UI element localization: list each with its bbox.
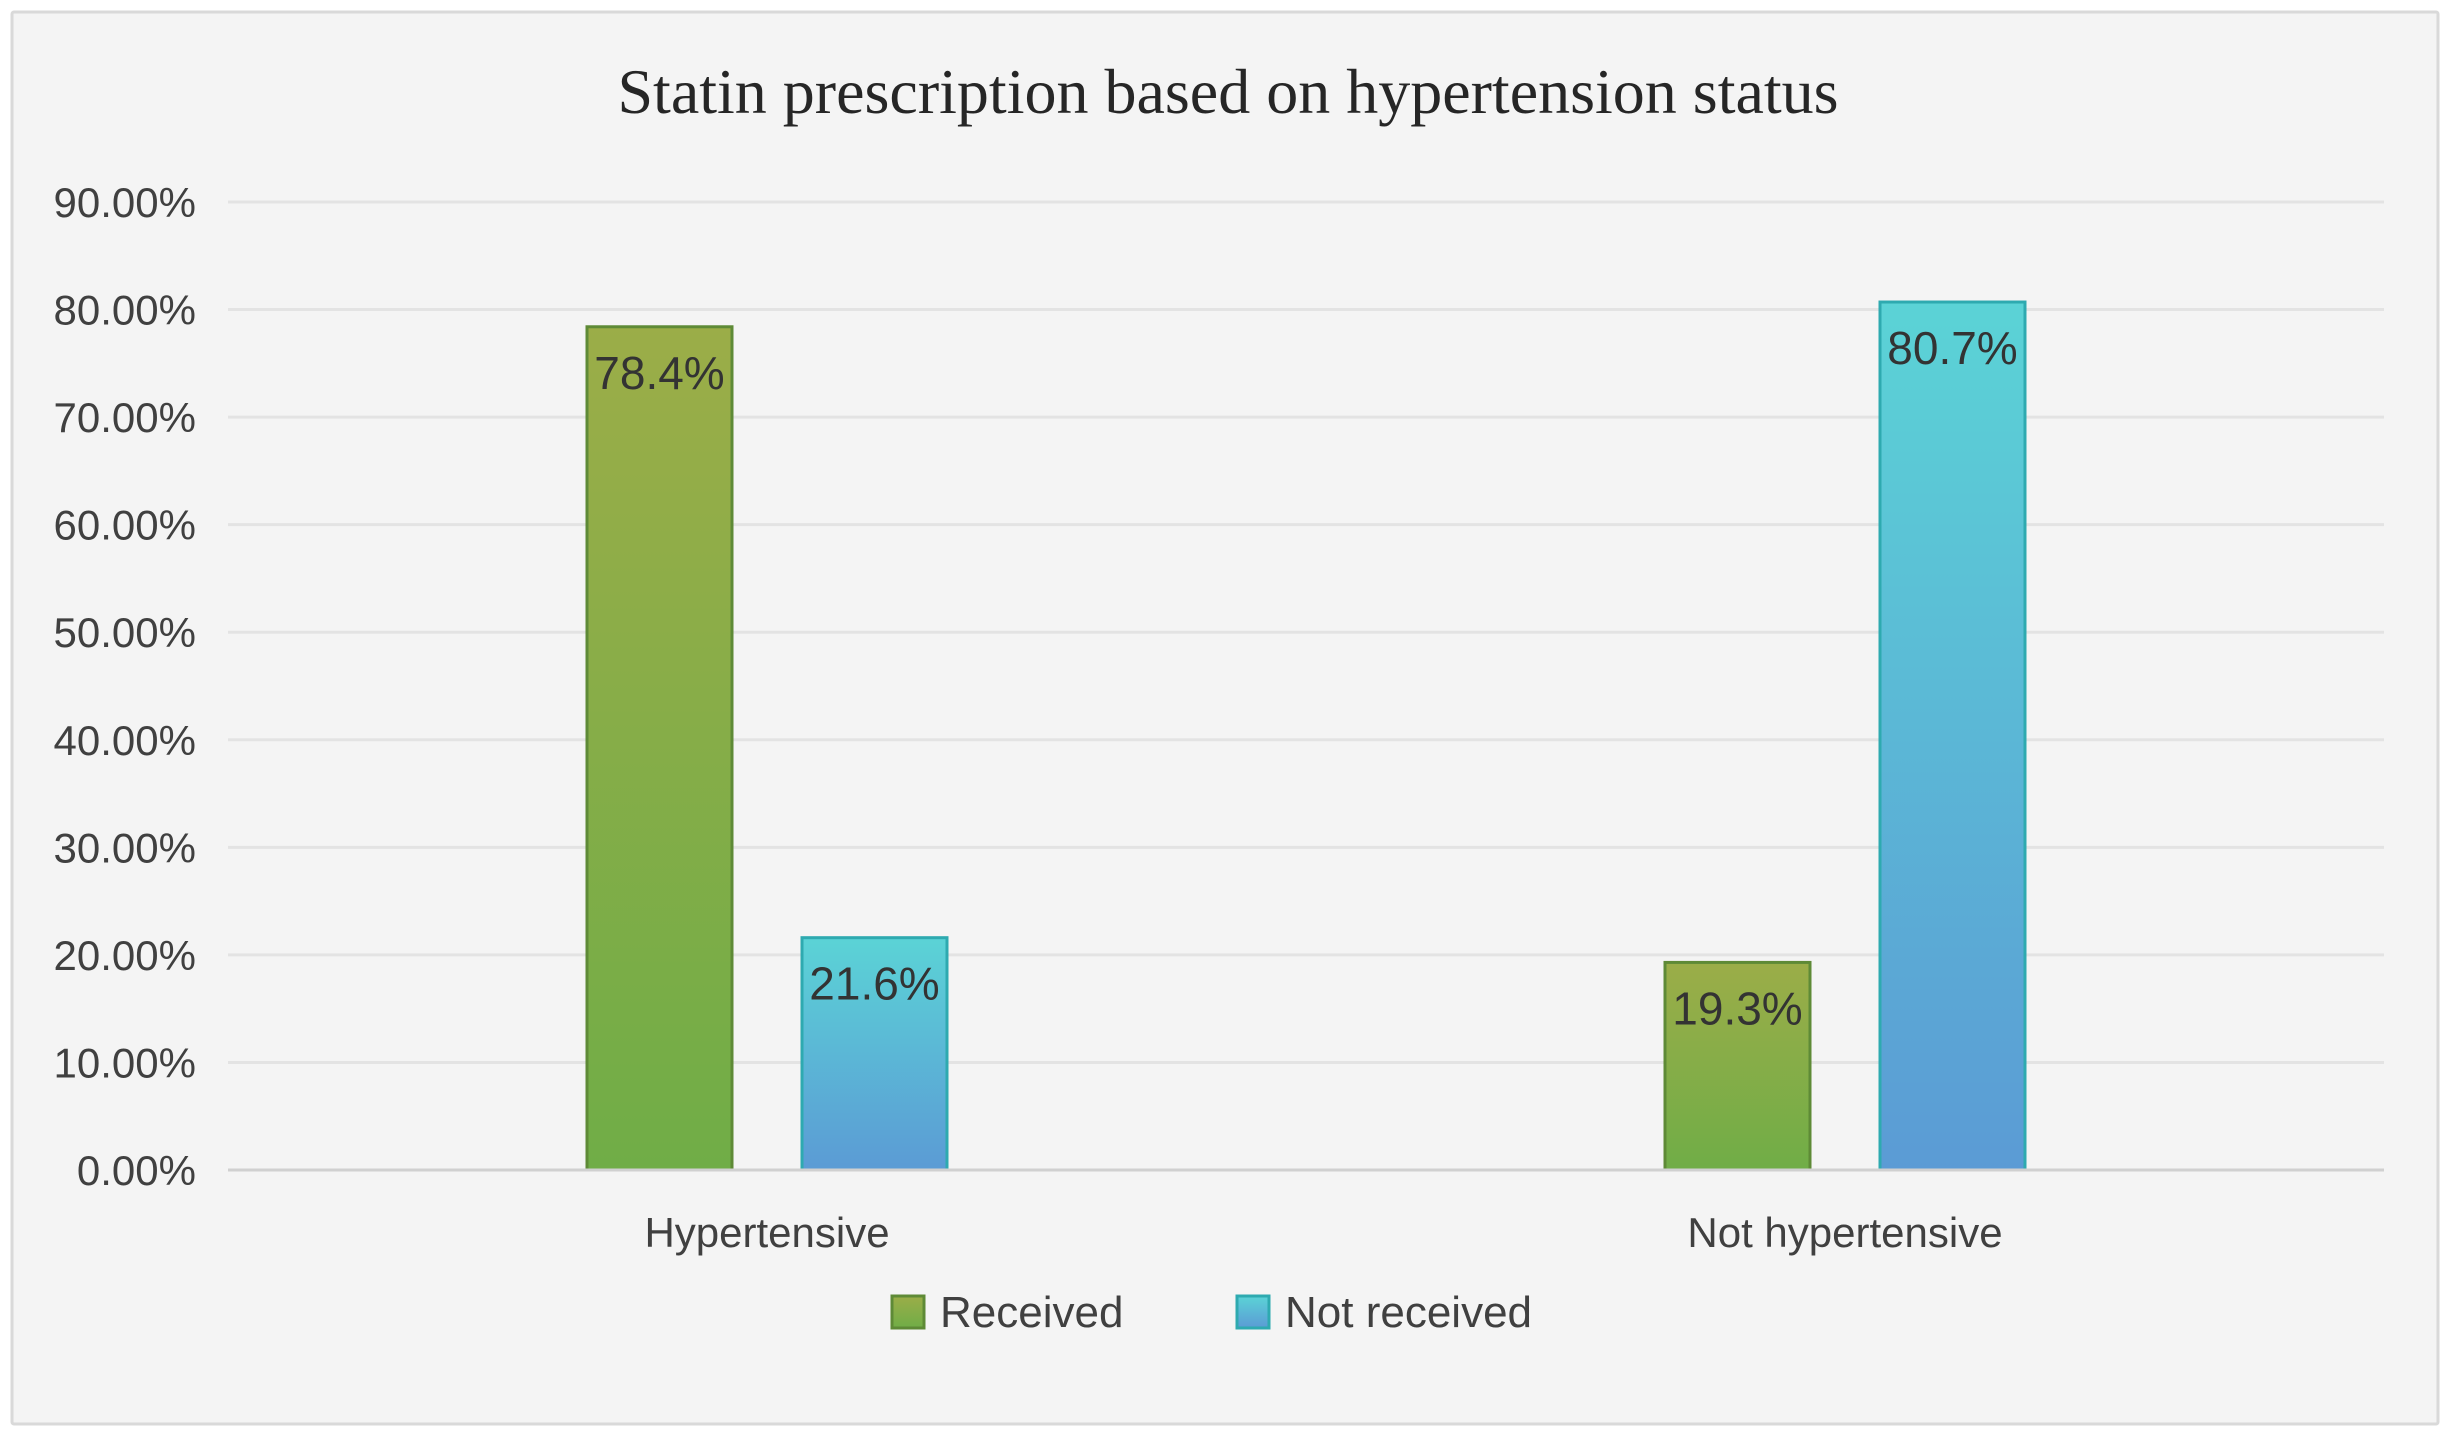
y-tick-label: 20.00% <box>54 932 196 979</box>
legend-swatch-not-received <box>1235 1294 1271 1330</box>
chart-background <box>10 10 2440 1426</box>
y-tick-label: 60.00% <box>54 502 196 549</box>
bars: 78.4% 21.6% 19.3% 80.7% <box>585 300 2027 1172</box>
legend-swatch-received <box>890 1294 926 1330</box>
y-tick-label: 10.00% <box>54 1039 196 1086</box>
data-label-received-hypertensive: 78.4% <box>594 347 724 399</box>
data-label-not-received-not-hypertensive: 80.7% <box>1887 322 2017 374</box>
y-tick-label: 70.00% <box>54 394 196 441</box>
bar-not-received-not-hypertensive <box>1878 300 2027 1172</box>
x-category-label-hypertensive: Hypertensive <box>644 1209 889 1256</box>
y-axis-tick-labels: 0.00% 10.00% 20.00% 30.00% 40.00% 50.00% 60.00… <box>54 179 196 1194</box>
y-tick-label: 40.00% <box>54 717 196 764</box>
legend-label-not-received: Not received <box>1285 1288 1532 1337</box>
data-label-received-not-hypertensive: 19.3% <box>1672 982 1802 1034</box>
y-tick-label: 0.00% <box>77 1147 196 1194</box>
y-tick-label: 90.00% <box>54 179 196 226</box>
y-tick-label: 80.00% <box>54 287 196 334</box>
x-axis-category-labels: Hypertensive Not hypertensive <box>644 1209 2002 1256</box>
y-tick-label: 30.00% <box>54 824 196 871</box>
legend: Received Not received <box>890 1288 1532 1337</box>
bar-received-not-hypertensive <box>1663 960 1812 1172</box>
bar-received-hypertensive <box>585 325 734 1172</box>
legend-label-received: Received <box>940 1288 1123 1337</box>
data-label-not-received-hypertensive: 21.6% <box>809 958 939 1010</box>
y-tick-label: 50.00% <box>54 609 196 656</box>
chart-title: Statin prescription based on hypertensio… <box>617 56 1838 127</box>
x-category-label-not-hypertensive: Not hypertensive <box>1687 1209 2002 1256</box>
